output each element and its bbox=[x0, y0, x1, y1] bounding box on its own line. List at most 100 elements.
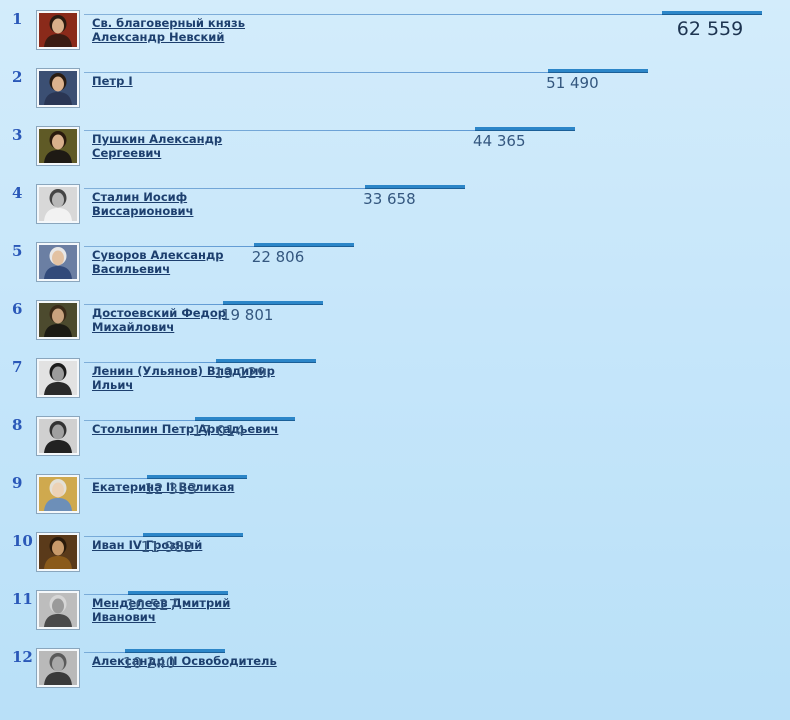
value-bar bbox=[475, 127, 576, 131]
portrait-body bbox=[44, 440, 72, 453]
person-name-link[interactable]: Достоевский Федор Михайлович bbox=[92, 306, 226, 334]
rank-number: 8 bbox=[12, 416, 23, 434]
value-bar bbox=[146, 475, 247, 479]
row-guide-line bbox=[84, 478, 147, 479]
row-guide-line bbox=[84, 72, 549, 73]
portrait-body bbox=[44, 208, 72, 221]
portrait-icon bbox=[39, 245, 77, 279]
portrait-icon bbox=[39, 651, 77, 685]
value-label: 10 240 bbox=[122, 654, 176, 672]
portrait-face bbox=[52, 18, 64, 34]
person-name-link[interactable]: Менделеев Дмитрий Иванович bbox=[92, 596, 231, 624]
row-guide-line bbox=[84, 362, 217, 363]
portrait-thumbnail[interactable] bbox=[36, 416, 80, 456]
ranking-row: 5 Суворов Александр Васильевич 22 806 bbox=[0, 242, 790, 300]
portrait-face bbox=[52, 424, 64, 440]
rank-number: 6 bbox=[12, 300, 23, 318]
value-label: 19 801 bbox=[220, 306, 274, 324]
portrait-body bbox=[44, 672, 72, 685]
portrait-face bbox=[52, 134, 64, 150]
row-guide-line bbox=[84, 536, 143, 537]
ranking-row: 11 Менделеев Дмитрий Иванович 10 527 bbox=[0, 590, 790, 648]
row-guide-line bbox=[84, 188, 366, 189]
value-label: 19 129 bbox=[214, 364, 267, 382]
portrait-thumbnail[interactable] bbox=[36, 126, 80, 166]
portrait-body bbox=[44, 382, 72, 395]
row-guide-line bbox=[84, 246, 255, 247]
ranking-row: 9 Екатерина II Великая 12 353 bbox=[0, 474, 790, 532]
rank-number: 4 bbox=[12, 184, 23, 202]
value-label: 12 353 bbox=[144, 480, 198, 498]
portrait-thumbnail[interactable] bbox=[36, 184, 80, 224]
row-guide-line bbox=[84, 304, 224, 305]
rank-number: 10 bbox=[12, 532, 33, 550]
portrait-body bbox=[44, 266, 72, 279]
value-bar bbox=[194, 417, 295, 421]
portrait-body bbox=[44, 150, 72, 163]
portrait-thumbnail[interactable] bbox=[36, 300, 80, 340]
portrait-icon bbox=[39, 535, 77, 569]
person-name-link[interactable]: Св. благоверный князь Александр Невский bbox=[92, 16, 246, 44]
value-bar bbox=[662, 11, 762, 15]
portrait-thumbnail[interactable] bbox=[36, 474, 80, 514]
person-name-link[interactable]: Иван IV Грозный bbox=[92, 538, 203, 552]
ranking-row: 12 Александр II Освободитель 10 240 bbox=[0, 648, 790, 706]
rank-number: 11 bbox=[12, 590, 33, 608]
value-label: 10 527 bbox=[125, 596, 179, 614]
value-bar bbox=[142, 533, 243, 537]
value-bar bbox=[125, 649, 226, 653]
person-name-link[interactable]: Екатерина II Великая bbox=[92, 480, 235, 494]
value-label: 62 559 bbox=[676, 18, 744, 40]
value-bar bbox=[216, 359, 317, 363]
value-bar bbox=[254, 243, 355, 247]
portrait-icon bbox=[39, 71, 77, 105]
person-name-link[interactable]: Сталин Иосиф Виссарионович bbox=[92, 190, 194, 218]
value-label: 17 014 bbox=[192, 422, 245, 440]
portrait-icon bbox=[39, 593, 77, 627]
ranking-row: 10 Иван IV Грозный 11 982 bbox=[0, 532, 790, 590]
person-name-link[interactable]: Суворов Александр Васильевич bbox=[92, 248, 224, 276]
row-guide-line bbox=[84, 130, 476, 131]
portrait-face bbox=[52, 192, 64, 208]
rank-number: 7 bbox=[12, 358, 23, 376]
portrait-icon bbox=[39, 303, 77, 337]
portrait-icon bbox=[39, 13, 77, 47]
value-bar bbox=[223, 301, 324, 305]
portrait-thumbnail[interactable] bbox=[36, 10, 80, 50]
portrait-face bbox=[52, 598, 64, 614]
row-guide-line bbox=[84, 594, 129, 595]
portrait-face bbox=[52, 250, 64, 266]
value-label: 44 365 bbox=[473, 132, 526, 150]
portrait-thumbnail[interactable] bbox=[36, 358, 80, 398]
row-guide-line bbox=[84, 420, 195, 421]
person-name-link[interactable]: Ленин (Ульянов) Владимир Ильич bbox=[92, 364, 275, 392]
portrait-face bbox=[52, 656, 64, 672]
person-name-link[interactable]: Петр I bbox=[92, 74, 133, 88]
rank-number: 1 bbox=[12, 10, 23, 28]
rank-number: 3 bbox=[12, 126, 23, 144]
ranking-row: 6 Достоевский Федор Михайлович 19 801 bbox=[0, 300, 790, 358]
ranking-row: 1 Св. благоверный князь Александр Невский… bbox=[0, 10, 790, 68]
rank-number: 9 bbox=[12, 474, 23, 492]
person-name-link[interactable]: Пушкин Александр Сергеевич bbox=[92, 132, 223, 160]
ranking-row: 7 Ленин (Ульянов) Владимир Ильич 19 129 bbox=[0, 358, 790, 416]
portrait-body bbox=[44, 34, 72, 47]
portrait-thumbnail[interactable] bbox=[36, 242, 80, 282]
portrait-thumbnail[interactable] bbox=[36, 590, 80, 630]
portrait-face bbox=[52, 308, 64, 324]
portrait-icon bbox=[39, 361, 77, 395]
person-name-link[interactable]: Столыпин Петр Аркадьевич bbox=[92, 422, 279, 436]
person-name-link[interactable]: Александр II Освободитель bbox=[92, 654, 277, 668]
portrait-thumbnail[interactable] bbox=[36, 532, 80, 572]
value-label: 51 490 bbox=[546, 74, 599, 92]
value-label: 33 658 bbox=[363, 190, 416, 208]
portrait-thumbnail[interactable] bbox=[36, 648, 80, 688]
portrait-face bbox=[52, 76, 64, 92]
rank-number: 12 bbox=[12, 648, 33, 666]
portrait-icon bbox=[39, 129, 77, 163]
value-bar bbox=[548, 69, 649, 73]
portrait-thumbnail[interactable] bbox=[36, 68, 80, 108]
row-guide-line bbox=[84, 652, 126, 653]
value-label: 22 806 bbox=[251, 248, 305, 266]
